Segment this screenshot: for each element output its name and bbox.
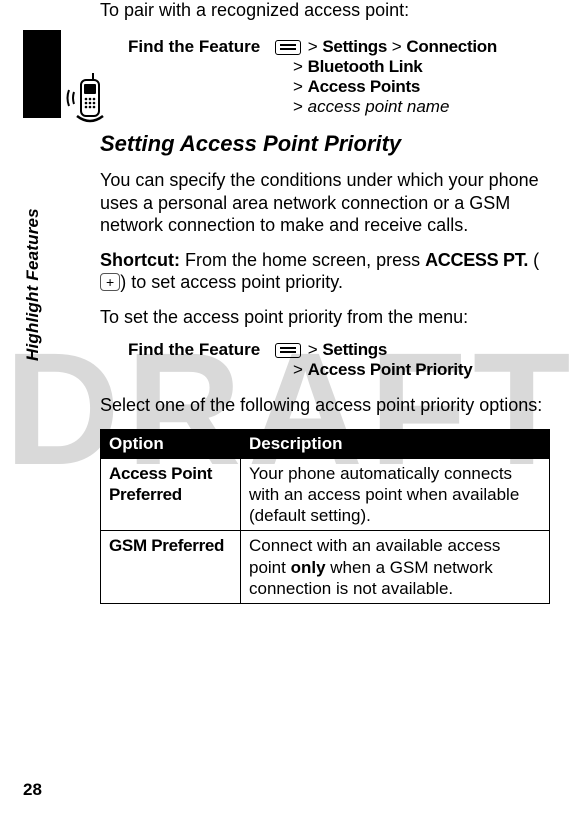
para-conditions: You can specify the conditions under whi… <box>100 169 550 237</box>
path-settings: Settings <box>322 37 387 56</box>
main-content: To pair with a recognized access point: … <box>100 0 550 604</box>
find-feature-block-1: Find the Feature > Settings > Connection… <box>100 37 550 117</box>
path-access-points: Access Points <box>308 77 420 96</box>
table-row: GSM Preferred Connect with an available … <box>101 531 550 604</box>
shortcut-before: From the home screen, press <box>180 250 425 270</box>
find-feature-label-2: Find the Feature <box>100 340 275 380</box>
th-description: Description <box>241 429 550 458</box>
para-select: Select one of the following access point… <box>100 394 550 417</box>
desc-bold: only <box>291 558 326 577</box>
side-section-label: Highlight Features <box>23 185 43 385</box>
path2-app: Access Point Priority <box>308 360 473 379</box>
find-feature-label: Find the Feature <box>100 37 275 117</box>
menu-key-icon <box>275 40 301 55</box>
find-feature-path-2: > Settings > Access Point Priority <box>275 340 550 380</box>
plus-key-icon: + <box>100 273 120 291</box>
options-table: Option Description Access Point Preferre… <box>100 429 550 605</box>
path2-line2: > Access Point Priority <box>275 360 550 380</box>
shortcut-label: Shortcut: <box>100 250 180 270</box>
section-heading: Setting Access Point Priority <box>100 131 550 157</box>
table-header-row: Option Description <box>101 429 550 458</box>
opt-desc-ap-preferred: Your phone automatically connects with a… <box>241 458 550 531</box>
path2-settings: Settings <box>322 340 387 359</box>
path-connection: Connection <box>406 37 497 56</box>
path-line2: > Bluetooth Link <box>275 57 550 77</box>
path-line4: > access point name <box>275 97 550 117</box>
find-feature-path-1: > Settings > Connection > Bluetooth Link… <box>275 37 550 117</box>
opt-name-gsm-preferred: GSM Preferred <box>101 531 241 604</box>
page-number: 28 <box>23 780 42 800</box>
path-ap-name: access point name <box>308 97 450 116</box>
para-shortcut: Shortcut: From the home screen, press AC… <box>100 249 550 294</box>
shortcut-after: to set access point priority. <box>126 272 343 292</box>
path-line3: > Access Points <box>275 77 550 97</box>
th-option: Option <box>101 429 241 458</box>
para-menu: To set the access point priority from th… <box>100 306 550 329</box>
opt-name-ap-preferred: Access Point Preferred <box>101 458 241 531</box>
table-row: Access Point Preferred Your phone automa… <box>101 458 550 531</box>
side-black-tab <box>23 30 61 118</box>
path-bluetooth: Bluetooth Link <box>308 57 423 76</box>
opt-desc-gsm-preferred: Connect with an available access point o… <box>241 531 550 604</box>
shortcut-key: ACCESS PT. <box>425 250 528 270</box>
menu-key-icon-2 <box>275 343 301 358</box>
intro-text: To pair with a recognized access point: <box>100 0 550 21</box>
find-feature-block-2: Find the Feature > Settings > Access Poi… <box>100 340 550 380</box>
